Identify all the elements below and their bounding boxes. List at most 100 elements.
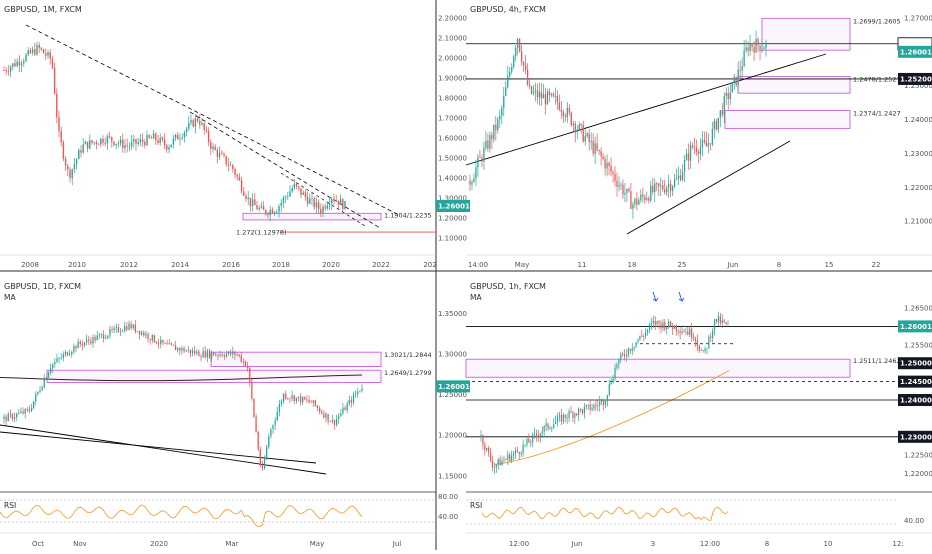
h1-candle — [486, 447, 488, 451]
h1-candle — [662, 322, 664, 329]
y-tick-label: 1.24000 — [904, 116, 932, 124]
monthly-candle — [199, 120, 201, 125]
daily-candle — [136, 330, 139, 332]
h4-candle — [608, 162, 610, 166]
h4-candle — [497, 119, 499, 131]
h1-candle — [681, 331, 683, 334]
h4-candle — [505, 87, 507, 96]
h4-candle — [562, 111, 565, 117]
daily-candle — [359, 390, 361, 392]
daily-candle — [318, 408, 321, 412]
daily-candle — [259, 449, 261, 466]
x-tick-label: 12:00 — [700, 540, 720, 548]
monthly-candle — [161, 137, 164, 140]
h4-candle — [749, 44, 751, 51]
daily-candle — [217, 354, 219, 356]
h1-candle — [547, 423, 549, 429]
monthly-candle — [73, 164, 76, 170]
h4-candle — [618, 185, 620, 187]
h1-candle — [602, 399, 605, 405]
y-tick-label: 2.20000 — [438, 15, 467, 23]
h1-candle — [641, 335, 643, 337]
daily-candle — [213, 352, 215, 356]
daily-candle — [293, 395, 295, 402]
monthly-candle — [14, 63, 16, 67]
daily-candle — [274, 420, 276, 426]
h1-candle — [551, 428, 553, 429]
x-tick-label: 2010 — [68, 261, 86, 269]
daily-candle — [35, 394, 37, 402]
h4-candle — [743, 50, 745, 67]
daily-candle — [109, 329, 111, 336]
h1-candle — [689, 328, 691, 335]
monthly-last-price: 1.26001 — [438, 202, 470, 210]
daily-candle — [181, 348, 183, 351]
daily-candle — [361, 388, 363, 391]
daily-candle — [147, 333, 149, 339]
daily-ma-line — [0, 374, 363, 382]
h1-candle — [507, 454, 509, 460]
monthly-candle — [344, 201, 346, 210]
daily-candle — [73, 345, 75, 352]
monthly-candle — [214, 146, 216, 151]
x-tick-label: 2016 — [222, 261, 240, 269]
monthly-trend-line — [25, 24, 398, 215]
daily-candle — [257, 432, 259, 450]
h4-candle — [751, 44, 753, 48]
h4-candle — [598, 149, 600, 152]
monthly-candle — [163, 139, 166, 146]
monthly-candle — [218, 152, 221, 157]
daily-candle — [134, 324, 136, 332]
h4-candle — [515, 47, 517, 57]
monthly-candle — [91, 140, 93, 143]
h4-candle — [532, 91, 535, 94]
daily-candle — [85, 339, 88, 343]
h1-candle — [610, 382, 612, 384]
monthly-candle — [210, 142, 212, 150]
monthly-candle — [207, 131, 210, 143]
monthly-candle — [271, 209, 274, 214]
h1-candle — [530, 442, 532, 444]
h1-candle — [622, 354, 624, 355]
daily-candle — [183, 348, 185, 352]
x-tick-label: 10 — [824, 540, 833, 548]
daily-candle — [312, 400, 314, 403]
monthly-candle — [258, 207, 260, 210]
daily-candle — [282, 393, 285, 402]
monthly-candle — [229, 165, 232, 166]
x-tick-label: 2022 — [372, 261, 390, 269]
monthly-candle — [298, 186, 300, 189]
h1-arrow-icon — [678, 291, 685, 302]
x-tick-label: May — [310, 540, 324, 548]
x-tick-label: Oct — [32, 540, 44, 548]
daily-candle — [92, 336, 94, 344]
monthly-candle — [159, 137, 161, 143]
h1-candle — [717, 316, 720, 322]
h4-candle — [705, 141, 708, 147]
h4-candle — [650, 185, 652, 201]
h4-candle — [566, 107, 568, 118]
monthly-candle — [141, 139, 144, 142]
monthly-candle — [69, 169, 71, 179]
h1-candle — [650, 323, 653, 325]
daily-candle — [246, 366, 249, 368]
daily-candle — [270, 429, 272, 437]
daily-candle — [22, 411, 24, 414]
h4-candle — [487, 140, 489, 149]
daily-candle — [314, 400, 317, 406]
h4-trend-line — [465, 53, 827, 166]
monthly-candle — [36, 44, 38, 55]
monthly-candle — [342, 199, 344, 210]
daily-candle — [221, 354, 223, 356]
h1-candle — [687, 331, 689, 335]
y-tick-label: 1.23000 — [904, 150, 932, 158]
daily-candle — [354, 394, 357, 396]
h1-candle — [620, 354, 622, 360]
monthly-candle — [34, 49, 36, 55]
h4-candle — [526, 69, 529, 85]
h1-candle — [493, 467, 496, 468]
h4-candle — [719, 110, 721, 118]
h1-candle — [591, 408, 593, 410]
monthly-candle — [306, 196, 309, 204]
daily-candle — [352, 394, 355, 403]
